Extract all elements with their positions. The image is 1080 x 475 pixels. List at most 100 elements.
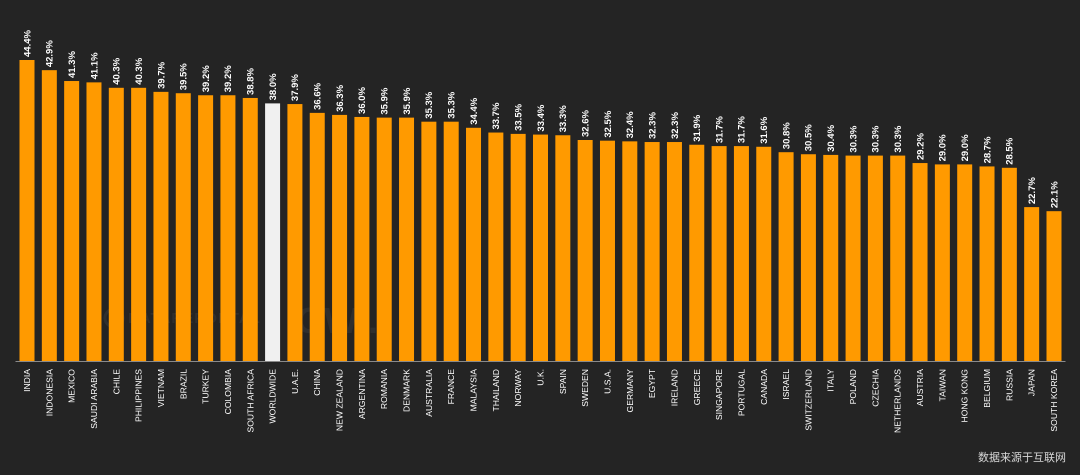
category-label: HONG KONG [960, 369, 970, 423]
bar-south-africa [242, 97, 258, 362]
bar-value-label: 35.9% [402, 87, 413, 114]
bar-value-label: 29.2% [915, 133, 926, 160]
bar-value-label: 33.3% [558, 105, 569, 132]
bar-switzerland [800, 154, 816, 361]
bar-greece [689, 144, 705, 361]
category-label: THAILAND [491, 369, 501, 412]
source-note: 数据来源于互联网 [978, 451, 1066, 464]
bar-value-label: 33.4% [536, 104, 547, 131]
category-label: CHILE [111, 369, 121, 395]
category-label: AUSTRIA [915, 369, 925, 407]
bar-chile [108, 87, 124, 362]
bar-singapore [711, 146, 727, 361]
bar-value-label: 22.1% [1049, 181, 1060, 208]
bar-value-label: 29.0% [960, 134, 971, 161]
category-label: AUSTRALIA [424, 369, 434, 417]
bar-india [19, 60, 35, 361]
bar-new-zealand [332, 114, 348, 361]
bar-china [309, 112, 325, 361]
bar-value-label: 30.4% [826, 124, 837, 151]
category-label: CANADA [759, 369, 769, 405]
bar-value-label: 28.5% [1005, 137, 1016, 164]
bar-value-label: 32.5% [603, 110, 614, 137]
bar-france [443, 121, 459, 361]
bar-brazil [175, 93, 191, 361]
category-label: SAUDI ARABIA [89, 369, 99, 429]
bar-spain [555, 135, 571, 361]
bar-italy [823, 154, 839, 361]
bar-u-a-e [287, 104, 303, 361]
category-label: U.A.E. [290, 369, 300, 394]
bar-value-label: 31.9% [692, 114, 703, 141]
bar-value-label: 22.7% [1027, 177, 1038, 204]
bar-value-label: 33.5% [513, 103, 524, 130]
bar-ireland [666, 142, 682, 361]
category-label: U.K. [536, 369, 546, 386]
category-label: INDONESIA [44, 369, 54, 417]
bar-colombia [220, 95, 236, 361]
category-label: COLOMBIA [223, 369, 233, 415]
bar-value-label: 40.3% [112, 57, 123, 84]
bar-sweden [577, 140, 593, 361]
bar-u-s-a [599, 140, 615, 361]
bar-turkey [198, 95, 214, 361]
bar-taiwan [934, 164, 950, 361]
bar-argentina [354, 116, 370, 361]
category-label: EGYPT [647, 368, 657, 398]
watermark-datareportal: DATAREPORTAL [128, 310, 261, 327]
category-label: SPAIN [558, 369, 568, 394]
category-label: NEW ZEALAND [335, 369, 345, 431]
bar-value-label: 44.4% [22, 30, 33, 57]
bar-romania [376, 117, 392, 362]
bar-value-label: 31.7% [737, 116, 748, 143]
category-label: CHINA [312, 369, 322, 396]
bar-japan [1024, 207, 1040, 361]
bar-hong-kong [957, 164, 973, 361]
category-label: BRAZIL [178, 369, 188, 399]
bar-value-label: 30.5% [804, 124, 815, 151]
bar-value-label: 39.5% [179, 63, 190, 90]
bar-australia [421, 121, 437, 361]
category-label: ARGENTINA [357, 369, 367, 419]
category-label: NORWAY [513, 369, 523, 407]
bar-value-label: 32.4% [625, 111, 636, 138]
bar-value-label: 34.4% [469, 97, 480, 124]
bar-denmark [399, 117, 415, 362]
category-label: TURKEY [201, 369, 211, 404]
bar-thailand [488, 132, 504, 361]
bar-value-label: 41.1% [89, 52, 100, 79]
bar-austria [912, 163, 928, 361]
category-label: NETHERLANDS [893, 369, 903, 433]
bar-value-label: 28.7% [982, 136, 993, 163]
bar-malaysia [466, 127, 482, 361]
bar-indonesia [41, 70, 57, 362]
category-label: GERMANY [625, 369, 635, 413]
category-label: FRANCE [446, 369, 456, 405]
bar-value-label: 32.3% [670, 112, 681, 139]
category-label: POLAND [848, 369, 858, 404]
category-label: WORLDWIDE [268, 369, 278, 424]
bar-value-label: 31.7% [714, 116, 725, 143]
bar-value-label: 32.3% [647, 112, 658, 139]
category-labels-group: INDIA INDONESIA MEXICO SAUDI ARABIA CHILE PHI… [22, 368, 1059, 433]
category-label: SWITZERLAND [803, 369, 813, 431]
bar-czechia [867, 155, 883, 361]
category-label: JAPAN [1027, 369, 1037, 396]
bar-philippines [131, 87, 147, 362]
category-label: ISRAEL [781, 369, 791, 400]
bar-canada [756, 146, 772, 361]
category-label: SINGAPORE [714, 369, 724, 420]
category-label: VIETNAM [156, 369, 166, 407]
category-label: MALAYSIA [469, 369, 479, 412]
bar-mexico [64, 81, 80, 362]
category-label: PHILIPPINES [134, 369, 144, 422]
category-label: TAIWAN [937, 369, 947, 401]
category-label: INDIA [22, 369, 32, 392]
category-label: ITALY [826, 369, 836, 392]
bar-poland [845, 155, 861, 361]
bar-value-label: 35.9% [380, 87, 391, 114]
category-label: RUSSIA [1004, 369, 1014, 401]
bar-value-label: 30.8% [781, 122, 792, 149]
bar-value-label: 42.9% [45, 40, 56, 67]
category-label: PORTUGAL [736, 369, 746, 416]
